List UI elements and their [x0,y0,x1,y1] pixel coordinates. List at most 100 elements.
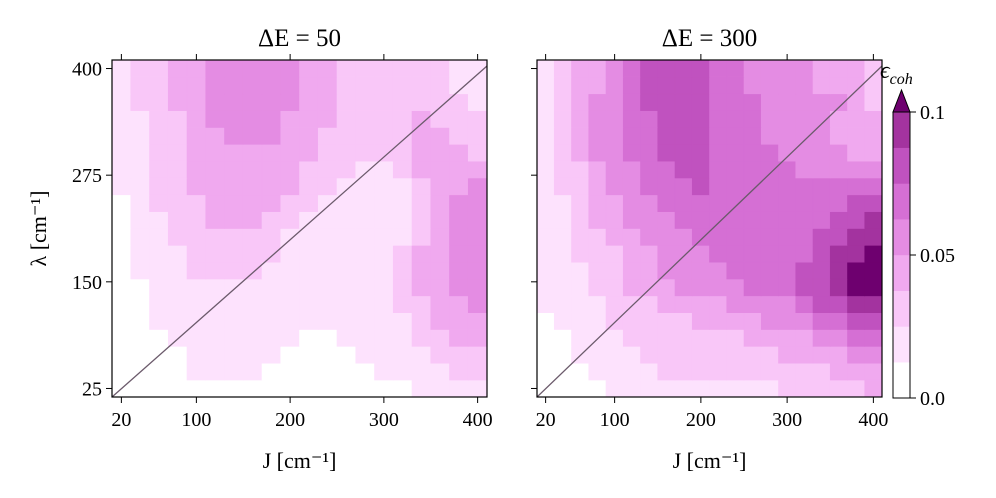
heatmap-cell [622,144,641,162]
heatmap-cell [336,127,357,145]
heatmap-cell [674,93,693,111]
heatmap-cell [847,295,866,313]
heatmap-cell [205,211,225,229]
heatmap-cell [149,379,169,397]
heatmap-cell [795,160,814,179]
heatmap-cell [709,60,728,78]
heatmap-cell [411,278,432,297]
heatmap-cell [657,211,676,229]
heatmap-cell [864,278,882,297]
heatmap-cell [242,312,263,330]
heatmap-cell [112,127,132,145]
heatmap-cell [355,127,375,145]
heatmap-cell [149,60,169,78]
heatmap-cell [657,93,676,111]
heatmap-cell [553,346,572,364]
heatmap-cell [130,379,150,397]
heatmap-cell [640,245,659,263]
heatmap-cell [571,127,590,145]
heatmap-cell [537,93,555,111]
heatmap-cell [186,60,207,78]
heatmap-cell [640,93,659,111]
heatmap-cell [605,362,624,381]
heatmap-cell [205,110,225,128]
heatmap-cell [847,160,866,179]
heatmap-cell [430,228,450,246]
heatmap-cell [726,211,745,229]
heatmap-cell [280,127,300,145]
heatmap-cell [829,346,848,364]
heatmap-cell [261,312,282,330]
heatmap-cell [280,261,300,280]
heatmap-cell [588,329,607,347]
heatmap-cell [336,329,357,347]
heatmap-cell [640,346,659,364]
heatmap-cell [553,144,572,162]
heatmap-cell [242,379,263,397]
heatmap-cell [726,60,745,78]
heatmap-cell [812,211,831,229]
heatmap-cell [795,278,814,297]
heatmap-cell [280,379,300,397]
heatmap-cell [571,211,590,229]
heatmap-cell [674,160,693,179]
heatmap-cell [726,261,745,280]
heatmap-cell [640,76,659,95]
heatmap-cell [186,245,207,263]
heatmap-cell [588,160,607,179]
heatmap-cell [374,228,394,246]
heatmap-cell [242,278,263,297]
heatmap-cell [261,194,282,212]
diagonal-line [112,65,487,397]
heatmap-cell [411,346,432,364]
heatmap-cell [588,379,607,397]
heatmap-cell [709,144,728,162]
heatmap-cell [317,329,338,347]
heatmap-cell [726,76,745,95]
heatmap-cell [430,177,450,196]
y-tick-label: 150 [72,272,102,294]
heatmap-cell [167,362,188,381]
heatmap-cell [709,160,728,179]
heatmap-cell [130,160,150,179]
heatmap-cell [392,93,413,111]
heatmap-cell [374,261,394,280]
heatmap-cell [149,245,169,263]
colorbar-band [892,183,911,220]
heatmap-cell [411,312,432,330]
heatmap-cell [605,211,624,229]
heatmap-cell [553,312,572,330]
heatmap-cell [622,346,641,364]
heatmap-cell [760,329,779,347]
heatmap-cell [242,245,263,263]
heatmap-cell [588,346,607,364]
heatmap-cell [657,278,676,297]
heatmap-cell [224,93,244,111]
heatmap-cell [622,278,641,297]
heatmap-cell [280,346,300,364]
heatmap-cell [691,278,710,297]
heatmap-cell [691,194,710,212]
heatmap-cell [691,245,710,263]
heatmap-cell [812,76,831,95]
heatmap-cell [709,177,728,196]
heatmap-cell [726,278,745,297]
heatmap-cell [640,60,659,78]
heatmap-cell [261,278,282,297]
heatmap-cell [674,362,693,381]
heatmap-cell [149,329,169,347]
heatmap-cell [299,144,319,162]
heatmap-cell [449,261,469,280]
heatmap-cell [317,245,338,263]
heatmap-cell [778,295,797,313]
heatmap-cell [392,110,413,128]
heatmap-cell [760,60,779,78]
heatmap-cell [829,228,848,246]
heatmap-cell [674,177,693,196]
heatmap-cell [242,228,263,246]
heatmap-cell [317,60,338,78]
heatmap-cell [167,379,188,397]
heatmap-cell [537,177,555,196]
heatmap-cell [280,160,300,179]
heatmap-cell [205,362,225,381]
